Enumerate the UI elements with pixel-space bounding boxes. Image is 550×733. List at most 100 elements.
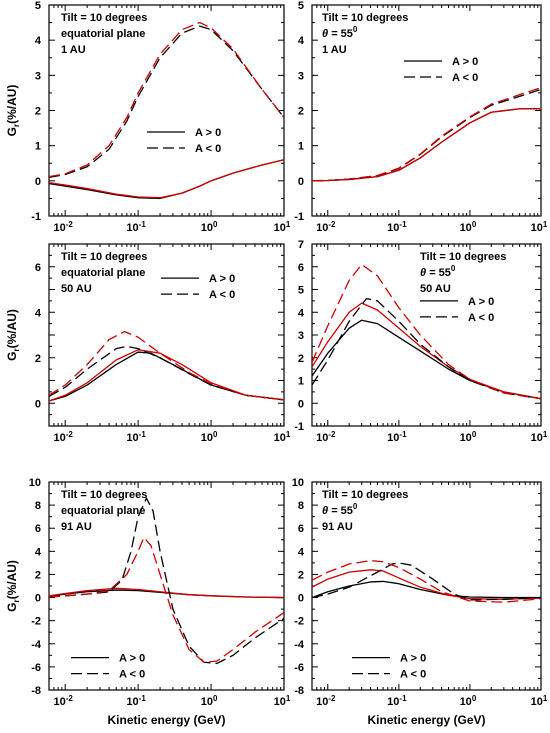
y-tick-label: 10	[29, 477, 41, 489]
panel-bottom-left: 10-2 10-1 100 101 -8 -6 -4 -2 0 2 4 6 8 10 Tilt = 10 d…	[5, 477, 291, 727]
legend-label-negative: A < 0	[119, 669, 145, 681]
x-tick-label: 10-1	[387, 220, 407, 234]
y-tick-label: -4	[31, 639, 42, 651]
x-tick-label: 100	[460, 220, 477, 234]
y-tick-label: 0	[298, 593, 304, 605]
panel-top-left: 10-2 10-1 100 101 -1 0 1 2 3 4 5 Tilt = 10 degrees e…	[5, 0, 291, 234]
series-line-3	[312, 559, 541, 603]
y-tick-label: 3	[35, 70, 41, 82]
series-line-3	[312, 263, 541, 400]
annotation-line: 91 AU	[61, 521, 92, 533]
x-axis-label: Kinetic energy (GeV)	[107, 713, 225, 727]
legend: A > 0 A < 0	[147, 127, 221, 155]
x-tick-label: 10-1	[126, 430, 146, 444]
legend-label-negative: A < 0	[452, 72, 478, 84]
legend: A > 0 A < 0	[71, 653, 145, 681]
x-tick-label: 101	[274, 694, 291, 708]
panel-bottom-right: 10-2 10-1 100 101 -8 -6 -4 -2 0 2 4 6 8 10 Tilt = 10 d…	[292, 477, 548, 727]
y-axis-label: Gr(%/AU)	[5, 309, 21, 361]
series-line-0	[312, 108, 541, 182]
series-line-1	[312, 569, 541, 600]
y-tick-label: 6	[298, 523, 304, 535]
y-tick-label: -8	[31, 685, 41, 697]
series-line-0	[312, 580, 541, 599]
legend-label-positive: A > 0	[209, 273, 235, 285]
y-tick-label: 4	[298, 307, 305, 319]
x-tick-label: 10-1	[126, 694, 146, 708]
x-tick-label: 10-2	[316, 430, 336, 444]
annotation-line: Tilt = 10 degrees	[322, 12, 408, 24]
x-axis-label: Kinetic energy (GeV)	[367, 713, 485, 727]
series-line-2	[49, 497, 284, 665]
y-tick-label: -2	[294, 616, 304, 628]
y-tick-label: -6	[294, 662, 304, 674]
panel-top-right: 10-2 10-1 100 101 -1 0 1 2 3 4 5 Tilt = 10 degreesθ…	[294, 0, 548, 234]
annotation-line: Tilt = 10 degrees	[61, 12, 147, 24]
y-tick-label: 4	[35, 35, 42, 47]
y-tick-label: 0	[298, 176, 304, 188]
y-tick-label: 5	[298, 0, 304, 12]
legend: A > 0 A < 0	[161, 273, 235, 301]
x-tick-label: 101	[274, 430, 291, 444]
x-tick-label: 10-1	[387, 694, 407, 708]
annotation-line: Tilt = 10 degrees	[61, 251, 147, 263]
y-tick-label: 1	[298, 141, 304, 153]
series-line-1	[49, 587, 284, 599]
y-tick-label: 0	[35, 593, 41, 605]
annotation-line: equatorial plane	[61, 28, 145, 40]
y-tick-label: 8	[35, 500, 41, 512]
x-tick-label: 101	[531, 220, 548, 234]
series-line-3	[49, 536, 284, 663]
y-tick-label: 2	[298, 353, 304, 365]
annotation-line: Tilt = 10 degrees	[420, 251, 506, 263]
x-tick-label: 101	[274, 220, 291, 234]
annotation-line: Tilt = 10 degrees	[322, 489, 408, 501]
legend-label-negative: A < 0	[400, 669, 426, 681]
annotation-line: 50 AU	[420, 283, 451, 295]
y-tick-label: 5	[298, 285, 304, 297]
annotation-line: equatorial plane	[61, 505, 145, 517]
annotation-line: equatorial plane	[61, 267, 145, 279]
legend: A > 0 A < 0	[404, 56, 478, 84]
legend-label-negative: A < 0	[195, 143, 221, 155]
y-tick-label: 2	[298, 569, 304, 581]
series-line-0	[49, 351, 284, 402]
y-tick-label: 2	[35, 106, 41, 118]
series-line-3	[312, 87, 541, 182]
y-tick-label: 4	[298, 546, 305, 558]
x-tick-label: 100	[201, 430, 218, 444]
series-line-1	[49, 159, 284, 199]
series-line-1	[49, 349, 284, 402]
y-tick-label: 1	[35, 141, 41, 153]
x-tick-label: 10-2	[53, 430, 73, 444]
series-line-2	[312, 562, 541, 601]
legend-label-negative: A < 0	[209, 289, 235, 301]
y-tick-label: -1	[294, 421, 304, 433]
legend-label-positive: A > 0	[195, 127, 221, 139]
y-tick-label: -8	[294, 685, 304, 697]
annotation-line: 50 AU	[61, 283, 92, 295]
y-tick-label: -4	[294, 639, 305, 651]
x-tick-label: 10-1	[387, 430, 407, 444]
y-tick-label: 4	[298, 35, 305, 47]
y-tick-label: 4	[35, 307, 42, 319]
annotation-line: θ = 550	[322, 25, 358, 40]
annotation-line: θ = 550	[322, 502, 358, 517]
y-axis-label: Gr(%/AU)	[5, 85, 21, 137]
x-tick-label: 101	[531, 694, 548, 708]
y-tick-label: 2	[35, 353, 41, 365]
y-tick-label: -1	[294, 211, 304, 223]
y-tick-label: -6	[31, 662, 41, 674]
y-tick-label: 0	[35, 176, 41, 188]
legend-label-positive: A > 0	[468, 296, 494, 308]
x-tick-label: 100	[460, 430, 477, 444]
y-tick-label: 5	[35, 0, 41, 12]
x-tick-label: 10-2	[316, 220, 336, 234]
y-tick-label: 3	[298, 330, 304, 342]
x-tick-label: 10-1	[126, 220, 146, 234]
y-tick-label: 6	[35, 262, 41, 274]
panel-middle-right: 10-2 10-1 100 101 -1 0 1 2 3 4 5 6 7 Tilt = 10 degree…	[294, 239, 548, 444]
annotation-line: Tilt = 10 degrees	[61, 489, 147, 501]
annotation-line: 91 AU	[322, 521, 353, 533]
